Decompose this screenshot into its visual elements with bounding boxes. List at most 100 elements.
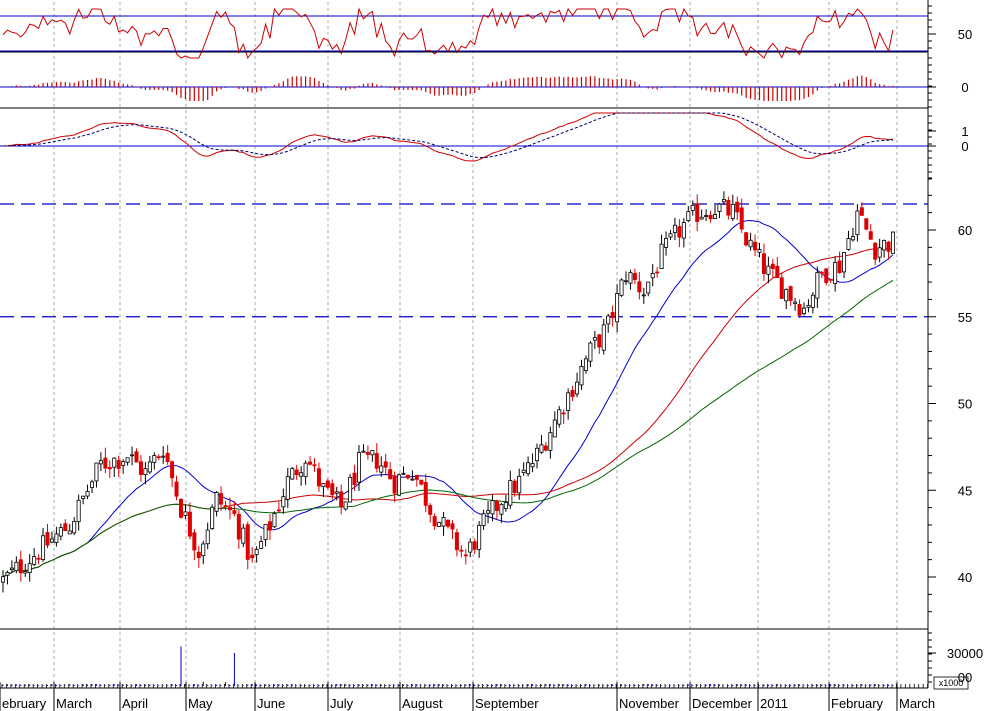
candle-body [107,467,112,470]
candle-body [178,498,183,518]
candle-body [143,468,148,476]
month-label: April [122,696,148,711]
axis-tick-label: 00 [958,670,972,685]
month-gridlines [53,2,898,688]
candle-body [472,541,477,550]
candle-body [138,461,143,475]
candle-body [499,503,504,515]
candle-body [757,249,762,253]
candle-body [837,260,842,274]
candle-body [557,409,562,425]
candle-body [5,572,10,576]
candle-body [76,499,81,523]
candle-body [766,265,771,275]
candle-body [445,519,450,527]
candle-body [739,207,744,230]
candle-body [227,506,232,511]
candle-body [802,307,807,315]
candle-body [219,493,224,505]
candle-body [423,482,428,506]
candle-body [85,491,90,497]
candle-body [98,460,103,465]
candle-body [824,268,829,283]
candle-body [788,286,793,301]
month-label: ebruary [2,696,47,711]
candle-body [334,491,339,494]
candle-body [370,450,375,456]
candle-body [664,237,669,248]
candle-body [161,455,166,458]
candle-body [27,563,32,574]
candle-body [668,233,673,238]
axis-tick-label: 50 [958,27,972,42]
candle-body [156,456,161,459]
macd-histogram-panel [0,75,928,101]
candle-body [290,468,295,480]
candle-body [606,315,611,325]
candle-body [361,450,366,453]
candle-body [583,358,588,371]
candle-body [650,273,655,279]
candle-body [223,505,228,507]
candle-body [63,523,68,532]
axis-tick-label: 40 [958,570,972,585]
volume-multiplier-label: x1000 [939,678,964,688]
candle-body [0,576,6,583]
candle-body [94,462,99,482]
candle-body [535,447,540,462]
candle-body [388,469,393,480]
candle-body [170,461,175,479]
candle-body [192,532,197,551]
candle-body [850,236,855,241]
candle-body [116,459,121,469]
candle-body [285,476,290,500]
candle-body [632,272,637,281]
candle-body [241,527,246,544]
candle-body [9,567,14,570]
candle-body [753,241,758,251]
candle-body [410,478,415,481]
candle-body [236,513,241,540]
month-label: March [56,696,92,711]
candle-body [526,462,531,475]
candle-body [303,462,308,478]
candle-body [232,510,237,514]
candle-body [521,469,526,473]
candle-body [548,432,553,451]
candle-body [276,509,281,512]
candle-body [450,523,455,530]
macd-panel [0,112,928,162]
candle-body [784,289,789,302]
candle-body [486,510,491,514]
candle-body [308,461,313,465]
candle-body [14,561,19,572]
candle-body [552,419,557,438]
candle-body [775,265,780,278]
candle-body [23,571,28,574]
candle-body [49,538,54,543]
month-label: February [831,696,884,711]
month-label: May [188,696,213,711]
candle-body [855,210,860,236]
moving-average-line [2,279,894,578]
volume-panel [2,646,894,686]
axis-tick-label: 1 [961,124,968,139]
candle-body [147,461,152,473]
candle-body [806,304,811,308]
candle-body [365,452,370,455]
candle-body [637,281,642,293]
candle-body [379,465,384,473]
candle-body [72,521,77,534]
candle-body [592,337,597,341]
candle-body [428,505,433,515]
macd-signal-line [2,112,894,159]
candle-body [196,551,201,559]
candle-body [539,444,544,453]
axis-tick-label: 55 [958,310,972,325]
candle-body [130,454,135,457]
candle-body [356,452,361,483]
candle-body [330,483,335,496]
candle-body [58,527,63,537]
candle-body [468,541,473,553]
